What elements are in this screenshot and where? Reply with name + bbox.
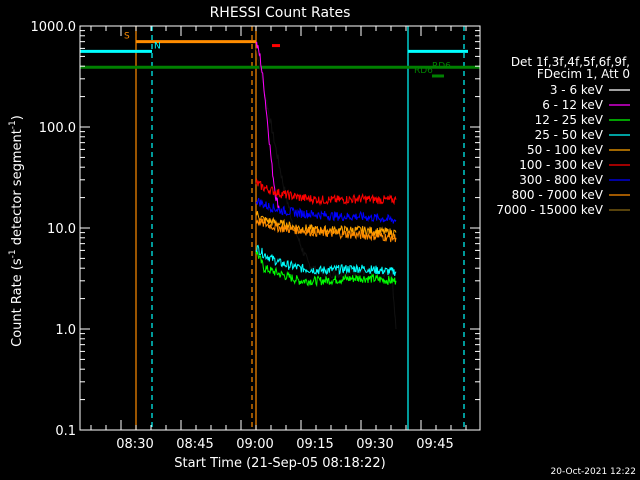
x-tick-label-1: 08:45 — [176, 437, 213, 452]
legend-item-label-5: 100 - 300 keV — [519, 158, 603, 172]
y-axis-label-part: -1 — [8, 249, 18, 258]
legend: Det 1f,3f,4f,5f,6f,9f,FDecim 1, Att 0 3 -… — [496, 55, 630, 217]
y-axis-label: Count Rate (s-1 detector segment-1) — [8, 115, 25, 347]
legend-header-1: FDecim 1, Att 0 — [537, 67, 630, 81]
x-tick-label-2: 09:00 — [236, 437, 273, 452]
legend-item-label-3: 25 - 50 keV — [535, 128, 604, 142]
footer-timestamp: 20-Oct-2021 12:22 — [551, 467, 636, 477]
x-tick-label-4: 09:30 — [356, 437, 393, 452]
y-axis-label-part: detector segment — [10, 129, 25, 249]
legend-item-label-8: 7000 - 15000 keV — [496, 203, 603, 217]
legend-item-label-6: 300 - 800 keV — [519, 173, 603, 187]
y-tick-label-4: 0.1 — [55, 424, 76, 439]
y-tick-label-2: 10.0 — [47, 222, 76, 237]
flag-label-3: RD6 — [432, 61, 451, 71]
legend-item-label-1: 6 - 12 keV — [542, 98, 604, 112]
y-axis-label-part: ) — [10, 115, 25, 120]
y-tick-label-3: 1.0 — [55, 323, 76, 338]
x-tick-label-3: 09:15 — [296, 437, 333, 452]
flag-label-0: S — [124, 32, 130, 42]
x-tick-label-5: 09:45 — [416, 437, 453, 452]
flag-label-4: RD6 — [414, 66, 433, 76]
legend-header-0: Det 1f,3f,4f,5f,6f,9f, — [511, 55, 630, 69]
chart-title: RHESSI Count Rates — [210, 5, 351, 21]
y-axis-label-part: -1 — [8, 120, 18, 129]
y-tick-label-0: 1000.0 — [31, 20, 77, 35]
series-line-1 — [255, 41, 281, 211]
x-axis-label: Start Time (21-Sep-05 08:18:22) — [174, 456, 385, 471]
legend-item-label-2: 12 - 25 keV — [535, 113, 604, 127]
series-line-3 — [255, 244, 397, 277]
series-line-5 — [255, 177, 397, 207]
x-tick-label-0: 08:30 — [116, 437, 153, 452]
legend-item-label-7: 800 - 7000 keV — [512, 188, 604, 202]
flag-label-1: N — [154, 41, 161, 51]
series-line-2 — [255, 251, 397, 288]
legend-item-label-0: 3 - 6 keV — [550, 83, 604, 97]
axes: 1000.0 100.0 10.0 1.0 0.1 08:30 08:45 09:00 09:1… — [31, 20, 481, 452]
y-axis-label-part: Count Rate (s — [10, 258, 25, 347]
y-tick-label-1: 100.0 — [39, 121, 76, 136]
series-line-7 — [255, 218, 397, 243]
legend-item-label-4: 50 - 100 keV — [527, 143, 604, 157]
series-line-6 — [255, 197, 397, 224]
